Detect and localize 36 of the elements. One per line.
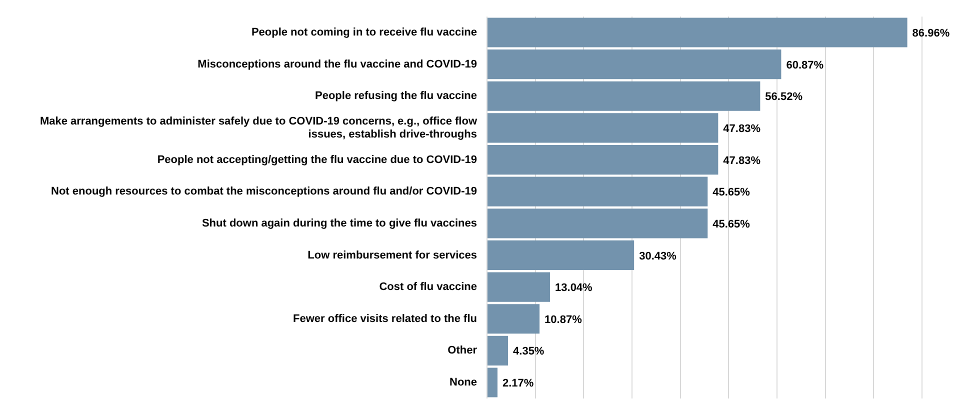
data-label: 2.17% bbox=[502, 378, 534, 390]
data-label: 47.83% bbox=[723, 122, 761, 135]
bar bbox=[488, 144, 718, 175]
bar bbox=[488, 208, 708, 238]
data-label: 47.83% bbox=[723, 154, 761, 167]
data-label: 10.87% bbox=[544, 314, 582, 326]
y-tick-label: Misconceptions around the flu vaccine and COVID-19 bbox=[198, 58, 477, 70]
y-tick-label: Cost of flu vaccine bbox=[379, 281, 477, 294]
data-label: 13.04% bbox=[555, 282, 593, 294]
y-tick-label: Other bbox=[448, 344, 478, 357]
data-label: 56.52% bbox=[765, 91, 803, 104]
bar bbox=[488, 368, 498, 398]
bar bbox=[488, 304, 540, 334]
y-tick-label: Shut down again during the time to give flu vaccines bbox=[202, 217, 477, 230]
bar bbox=[488, 240, 634, 270]
bar bbox=[488, 336, 508, 366]
data-label: 4.35% bbox=[513, 346, 544, 358]
bar bbox=[488, 113, 718, 143]
bar bbox=[488, 272, 550, 302]
y-tick-label: Make arrangements to administer safely due to COVID-19 concerns, e.g., office flow issues, establish drive-throughs bbox=[40, 115, 478, 141]
y-tick-label: People refusing the flu vaccine bbox=[315, 90, 477, 102]
data-label: 45.65% bbox=[712, 186, 750, 199]
bar bbox=[488, 176, 708, 206]
y-tick-label: Not enough resources to combat the misconceptions around flu and/or COVID-19 bbox=[51, 186, 477, 198]
y-tick-label: Low reimbursement for services bbox=[308, 249, 477, 262]
y-tick-label: People not coming in to receive flu vaccine bbox=[251, 26, 477, 39]
y-tick-label: None bbox=[450, 376, 477, 389]
bar bbox=[488, 18, 908, 48]
data-label: 86.96% bbox=[912, 28, 950, 40]
y-tick-label: People not accepting/getting the flu vaccine due to COVID-19 bbox=[157, 154, 477, 166]
data-label: 45.65% bbox=[712, 218, 750, 230]
bar bbox=[488, 50, 782, 80]
bar bbox=[488, 81, 760, 111]
data-label: 30.43% bbox=[639, 250, 677, 262]
y-tick-label: Fewer office visits related to the flu bbox=[293, 312, 477, 325]
data-label: 60.87% bbox=[786, 59, 824, 72]
